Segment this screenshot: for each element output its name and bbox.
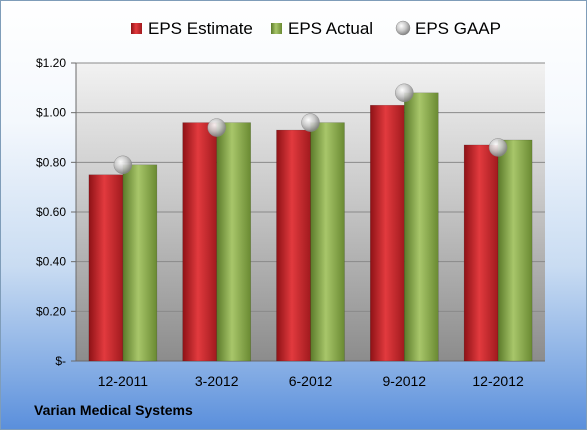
bar-eps-actual (216, 122, 251, 362)
y-tick-label: $0.80 (36, 155, 66, 169)
y-tick-label: $1.00 (36, 106, 66, 120)
marker-eps-gaap (113, 155, 133, 175)
marker-eps-gaap (207, 118, 226, 137)
legend-label: EPS Estimate (148, 19, 253, 38)
bar-eps-estimate (370, 104, 405, 362)
legend-swatch (271, 23, 282, 34)
legend-label: EPS GAAP (415, 19, 501, 38)
bar-eps-estimate (182, 122, 217, 362)
y-tick-label: $1.20 (36, 56, 66, 70)
bar-eps-actual (497, 139, 533, 362)
y-tick-label: $0.20 (36, 304, 66, 318)
x-category-label: 9-2012 (383, 373, 427, 389)
marker-eps-gaap (301, 113, 320, 132)
legend-label: EPS Actual (288, 19, 373, 38)
y-tick-label: $0.60 (36, 205, 66, 219)
marker-eps-gaap (395, 83, 414, 103)
x-category-label: 12-2012 (472, 373, 524, 389)
bar-eps-actual (404, 92, 439, 362)
bar-eps-actual (122, 164, 158, 362)
marker-eps-gaap (488, 138, 508, 157)
x-category-label: 6-2012 (289, 373, 333, 389)
y-tick-label: $- (55, 354, 66, 368)
bar-eps-estimate (463, 144, 499, 362)
legend-swatch (395, 20, 411, 36)
bar-eps-estimate (276, 129, 311, 362)
x-category-label: 12-2011 (98, 373, 149, 389)
x-category-label: 3-2012 (195, 373, 239, 389)
bar-eps-actual (310, 122, 345, 362)
y-tick-label: $0.40 (36, 255, 66, 269)
bar-eps-estimate (88, 174, 124, 362)
legend-swatch (131, 23, 142, 34)
company-name: Varian Medical Systems (34, 402, 193, 418)
